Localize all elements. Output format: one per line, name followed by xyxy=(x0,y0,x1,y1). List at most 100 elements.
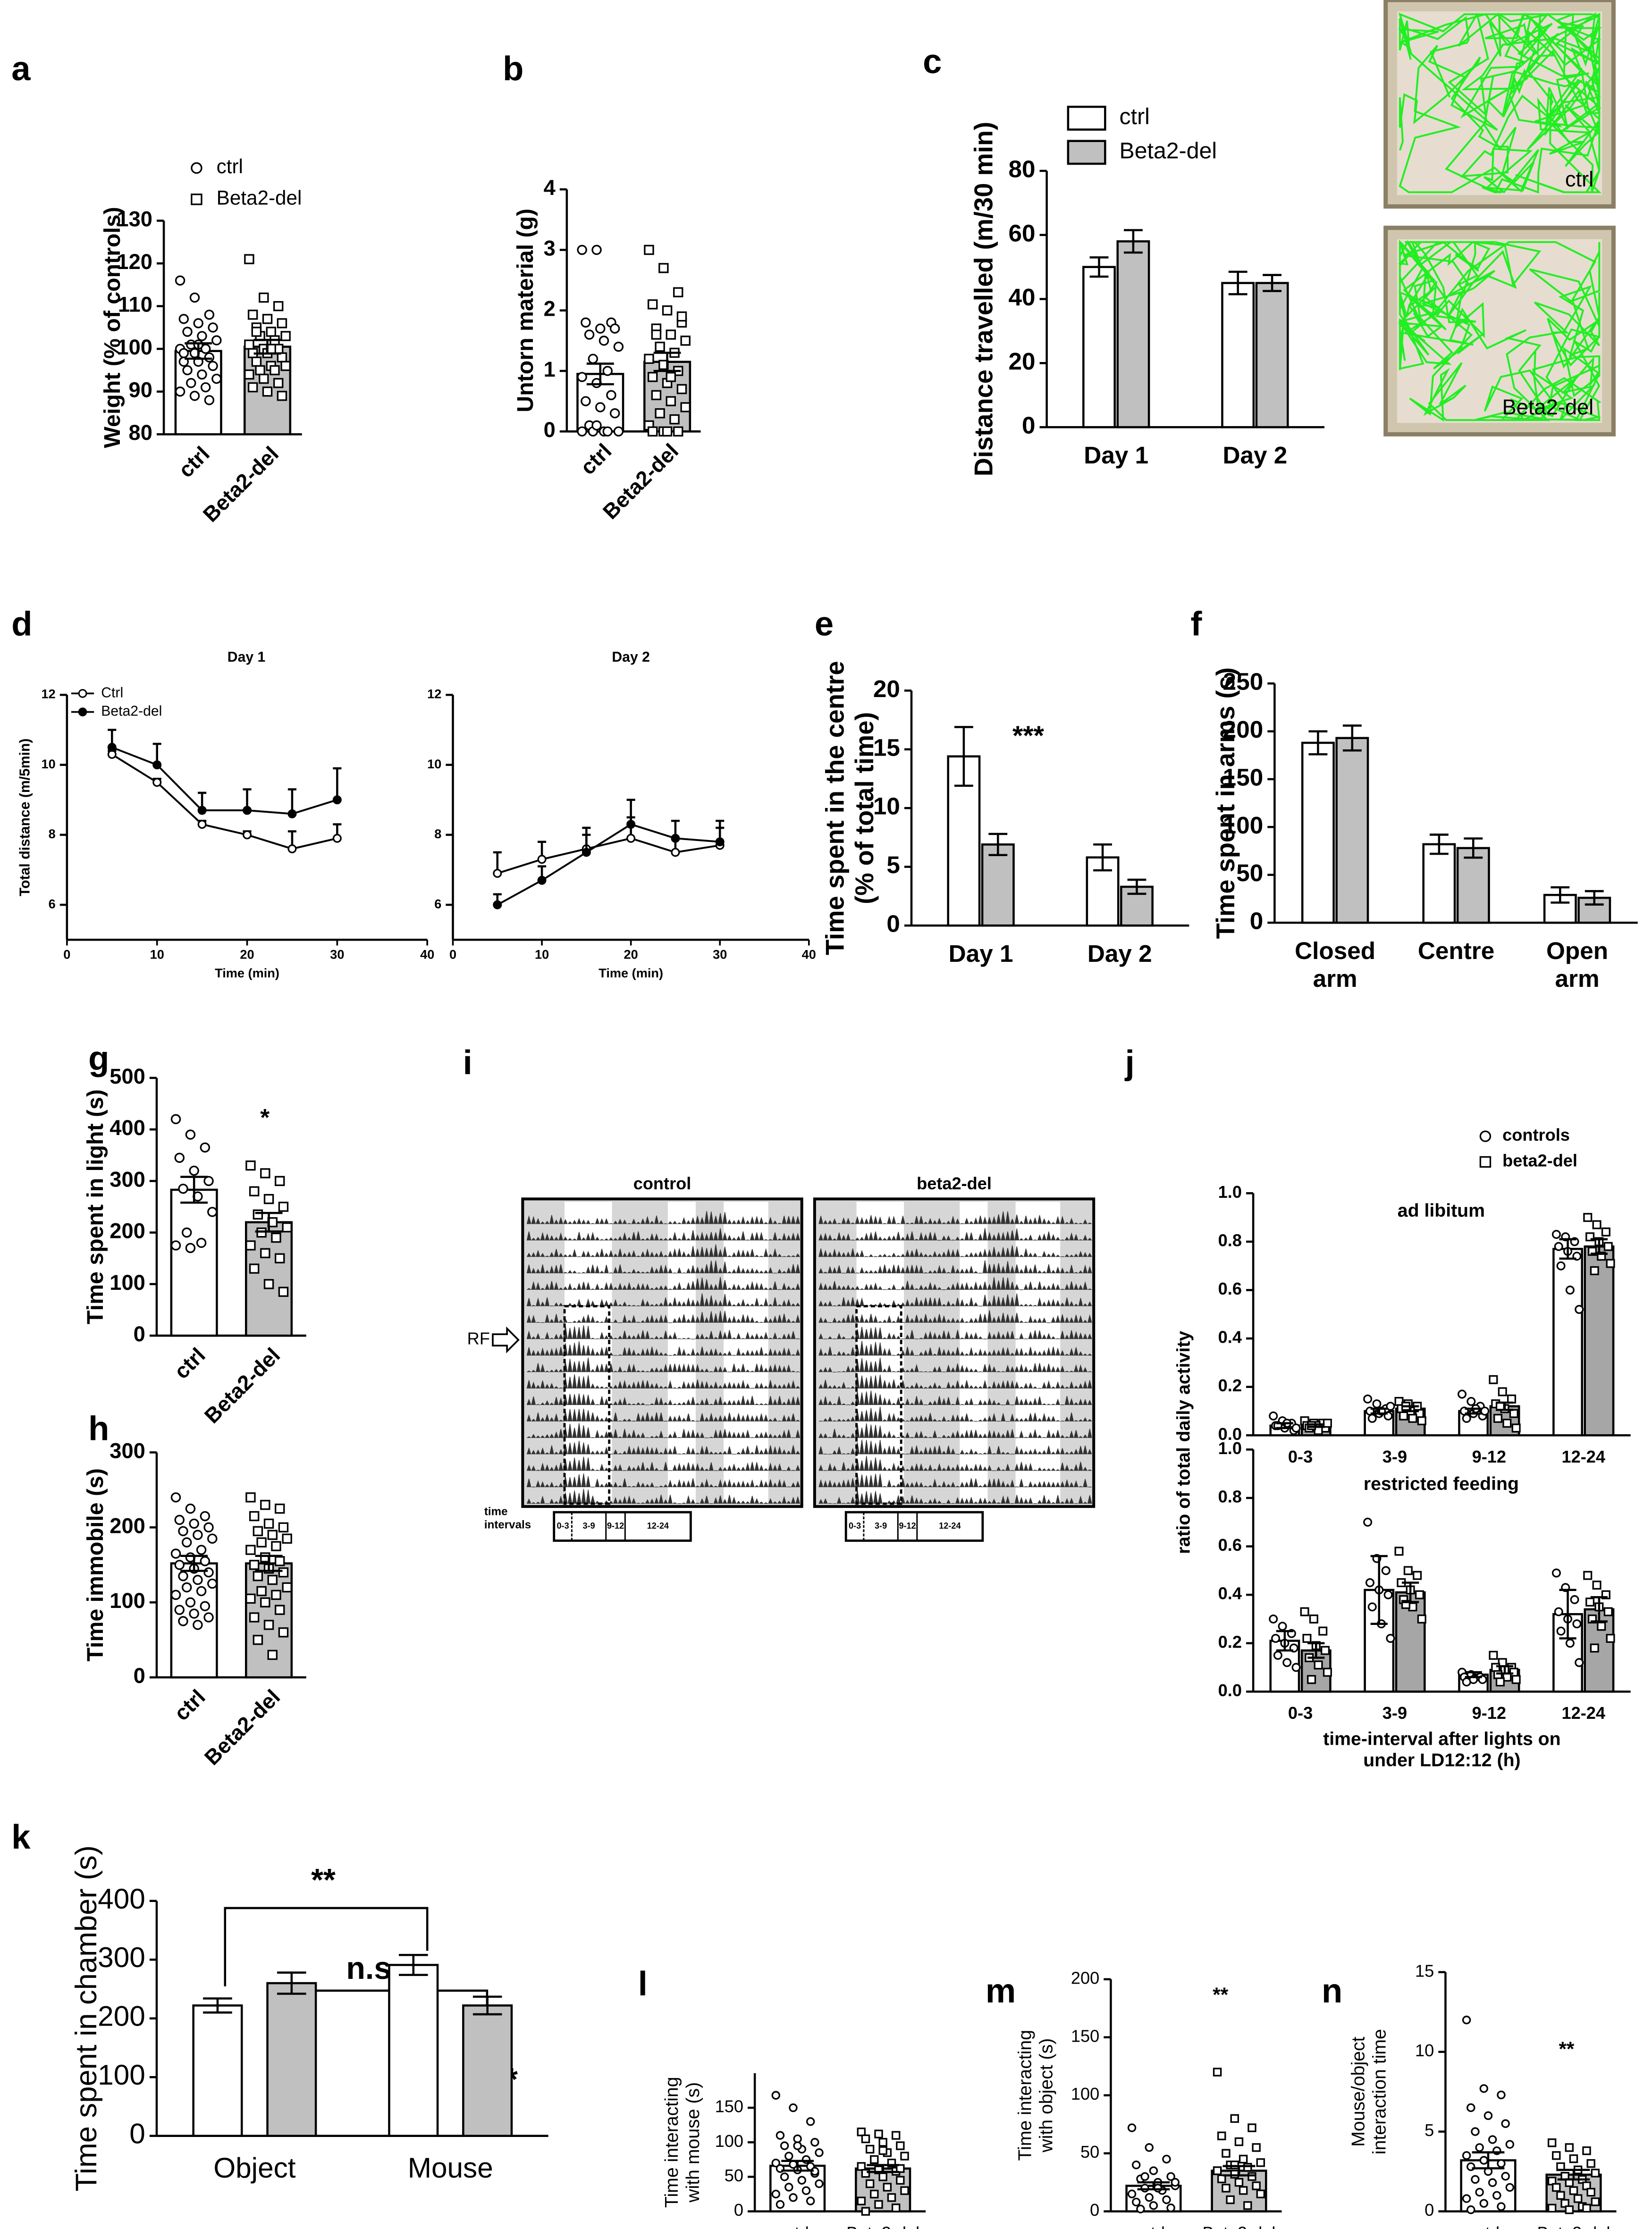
y-tick-label: 3 xyxy=(544,236,556,260)
data-point xyxy=(1363,1394,1373,1404)
data-point xyxy=(1307,1421,1316,1430)
data-point xyxy=(1234,2178,1244,2187)
activity-row xyxy=(818,1473,1092,1488)
data-point xyxy=(1243,2201,1252,2210)
y-tick-label: 0 xyxy=(1090,2200,1099,2220)
y-tick-label: 15 xyxy=(873,734,900,761)
y-tick-label: 300 xyxy=(110,1167,145,1191)
activity-row xyxy=(818,1406,1092,1422)
data-point xyxy=(1573,2194,1583,2203)
data-point xyxy=(152,778,162,787)
data-point xyxy=(715,837,725,847)
rf-window xyxy=(563,1305,611,1505)
data-point xyxy=(609,408,620,419)
error-bar xyxy=(472,1995,502,2016)
data-point xyxy=(1601,1227,1610,1236)
data-point xyxy=(1492,2191,1501,2200)
data-point xyxy=(865,2145,875,2154)
y-tick-label: 200 xyxy=(1223,716,1264,743)
error-bar xyxy=(255,1555,283,1572)
data-point xyxy=(1417,1614,1426,1623)
data-point xyxy=(178,314,189,324)
data-point xyxy=(1462,2194,1471,2203)
data-point xyxy=(253,1526,263,1537)
data-point xyxy=(196,1545,207,1555)
error-bar xyxy=(1307,1423,1325,1428)
data-point xyxy=(857,2128,866,2136)
data-point xyxy=(1547,2204,1557,2213)
data-point xyxy=(861,2169,870,2178)
data-point xyxy=(1489,1375,1498,1384)
data-point xyxy=(249,1186,260,1196)
data-point xyxy=(196,1586,207,1597)
data-line xyxy=(497,837,720,875)
data-point xyxy=(644,353,654,364)
error-bar xyxy=(185,342,212,360)
panel-letter: k xyxy=(11,1818,31,1856)
data-point xyxy=(193,318,203,328)
annotation: ** xyxy=(1213,1984,1228,2006)
data-point xyxy=(181,1227,192,1238)
data-point xyxy=(275,1503,285,1514)
activity-row xyxy=(818,1390,1092,1405)
y-tick-label: 500 xyxy=(110,1064,145,1088)
data-point xyxy=(1226,2195,1235,2204)
data-point xyxy=(493,900,502,909)
data-point xyxy=(1302,1633,1312,1643)
activity-row xyxy=(818,1228,1092,1241)
y-tick-label: 15 xyxy=(1415,1961,1434,1980)
y-tick-label: 80 xyxy=(1008,156,1035,183)
panel-letter: d xyxy=(11,605,32,643)
data-point xyxy=(775,2200,785,2209)
data-point xyxy=(1282,1658,1292,1667)
data-point xyxy=(537,855,547,864)
y-tick-label: 150 xyxy=(1071,2026,1099,2045)
data-point xyxy=(861,2134,870,2144)
y-tick-label: 12 xyxy=(42,687,56,701)
data-line xyxy=(111,753,337,850)
x-tick-label: Beta2-del xyxy=(1203,2223,1276,2229)
x-tick-label: 0-3 xyxy=(1288,1447,1313,1466)
error-bar xyxy=(1559,1589,1576,1640)
data-point xyxy=(271,1541,281,1551)
annotation: *** xyxy=(1012,721,1045,751)
data-point xyxy=(584,329,595,340)
x-tick-label: 9-12 xyxy=(1472,1703,1506,1723)
data-point xyxy=(1497,2159,1506,2168)
y-tick-label: 0.8 xyxy=(1218,1230,1242,1250)
data-point xyxy=(1479,2199,1488,2208)
data-point xyxy=(249,1560,260,1570)
data-point xyxy=(204,352,215,363)
error-bar xyxy=(867,2164,900,2173)
data-point xyxy=(181,1537,192,1548)
y-axis-label: interaction time xyxy=(1369,2029,1390,2154)
data-point xyxy=(259,373,269,384)
interval-label: 9-12 xyxy=(899,1521,916,1531)
data-point xyxy=(1479,2084,1488,2093)
data-point xyxy=(1234,2137,1244,2146)
data-point xyxy=(1273,1650,1282,1660)
y-tick-label: 20 xyxy=(873,675,900,702)
data-point xyxy=(1132,2197,1141,2207)
y-tick-label: 0.4 xyxy=(1218,1584,1242,1603)
chart-title: ad libitum xyxy=(1398,1200,1485,1221)
data-point xyxy=(588,353,598,364)
data-point xyxy=(267,1530,278,1540)
y-tick-label: 10 xyxy=(1415,2041,1434,2060)
data-point xyxy=(259,292,269,303)
data-point xyxy=(275,1556,285,1566)
y-tick-label: 300 xyxy=(98,1941,145,1973)
data-line xyxy=(497,823,720,906)
data-point xyxy=(1153,2184,1163,2193)
data-point xyxy=(900,2186,909,2195)
data-point xyxy=(789,2103,798,2112)
data-point xyxy=(200,382,211,393)
data-point xyxy=(1132,2161,1141,2170)
interval-label: 9-12 xyxy=(607,1521,624,1531)
track-trace xyxy=(1398,239,1601,422)
data-point xyxy=(857,2196,866,2205)
error-bar xyxy=(1127,878,1146,895)
x-axis-label: Time (min) xyxy=(215,966,279,980)
data-point xyxy=(1462,1677,1471,1687)
legend-marker xyxy=(191,193,202,205)
